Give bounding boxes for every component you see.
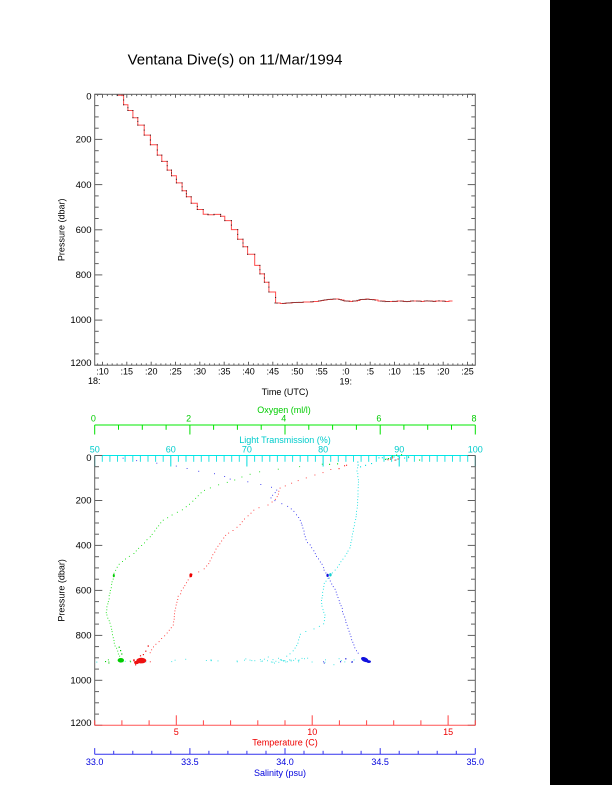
svg-text:Light Transmission (%): Light Transmission (%): [239, 435, 331, 445]
svg-text:80: 80: [318, 444, 328, 454]
svg-text:1000: 1000: [70, 315, 91, 326]
svg-text::15: :15: [413, 366, 426, 376]
svg-text:100: 100: [468, 444, 483, 454]
svg-text:Time (UTC): Time (UTC): [262, 387, 309, 397]
svg-text::5: :5: [366, 366, 374, 376]
svg-text:1200: 1200: [70, 718, 91, 729]
svg-text::40: :40: [242, 366, 255, 376]
svg-text:6: 6: [376, 413, 381, 423]
svg-text:33.5: 33.5: [181, 757, 199, 767]
svg-text:Salinity (psu): Salinity (psu): [254, 768, 306, 778]
svg-text:33.0: 33.0: [86, 757, 104, 767]
svg-text:70: 70: [242, 444, 252, 454]
svg-text:600: 600: [76, 225, 92, 236]
svg-text:Oxygen (ml/l): Oxygen (ml/l): [257, 405, 311, 415]
svg-text::55: :55: [315, 366, 328, 376]
svg-text:34.5: 34.5: [371, 757, 389, 767]
svg-text:10: 10: [307, 727, 317, 737]
svg-text:34.0: 34.0: [276, 757, 294, 767]
svg-text:18:: 18:: [88, 376, 101, 386]
svg-text:Pressure (dbar): Pressure (dbar): [57, 199, 67, 262]
svg-text:60: 60: [166, 444, 176, 454]
svg-text:Temperature (C): Temperature (C): [252, 738, 318, 748]
svg-text::0: :0: [342, 366, 350, 376]
svg-text::10: :10: [96, 366, 109, 376]
svg-text::50: :50: [291, 366, 304, 376]
svg-text:200: 200: [76, 135, 92, 146]
svg-text:1000: 1000: [70, 676, 91, 687]
svg-text:4: 4: [281, 413, 286, 423]
svg-text:0: 0: [86, 453, 91, 464]
svg-text:35.0: 35.0: [467, 757, 485, 767]
svg-text::25: :25: [461, 366, 474, 376]
svg-text:200: 200: [76, 496, 92, 507]
svg-text:0: 0: [86, 92, 91, 103]
svg-text:15: 15: [443, 727, 453, 737]
svg-text:50: 50: [90, 444, 100, 454]
svg-text::45: :45: [267, 366, 280, 376]
svg-text:19:: 19:: [340, 376, 353, 386]
svg-text:1200: 1200: [70, 358, 91, 369]
svg-text:Pressure (dbar): Pressure (dbar): [57, 559, 67, 622]
svg-text:5: 5: [174, 727, 179, 737]
svg-text::15: :15: [121, 366, 134, 376]
svg-text::20: :20: [145, 366, 158, 376]
svg-text:90: 90: [394, 444, 404, 454]
svg-text:Ventana Dive(s) on 11/Mar/1994: Ventana Dive(s) on 11/Mar/1994: [128, 51, 343, 68]
svg-text:800: 800: [76, 270, 92, 281]
svg-text::10: :10: [388, 366, 401, 376]
svg-text:2: 2: [186, 413, 191, 423]
svg-text:800: 800: [76, 631, 92, 642]
svg-text::20: :20: [437, 366, 450, 376]
svg-text::25: :25: [169, 366, 182, 376]
svg-text:0: 0: [91, 413, 96, 423]
svg-text:8: 8: [471, 413, 476, 423]
svg-text::30: :30: [194, 366, 207, 376]
svg-text:400: 400: [76, 541, 92, 552]
svg-text:400: 400: [76, 180, 92, 191]
svg-text::35: :35: [218, 366, 231, 376]
svg-text:600: 600: [76, 586, 92, 597]
